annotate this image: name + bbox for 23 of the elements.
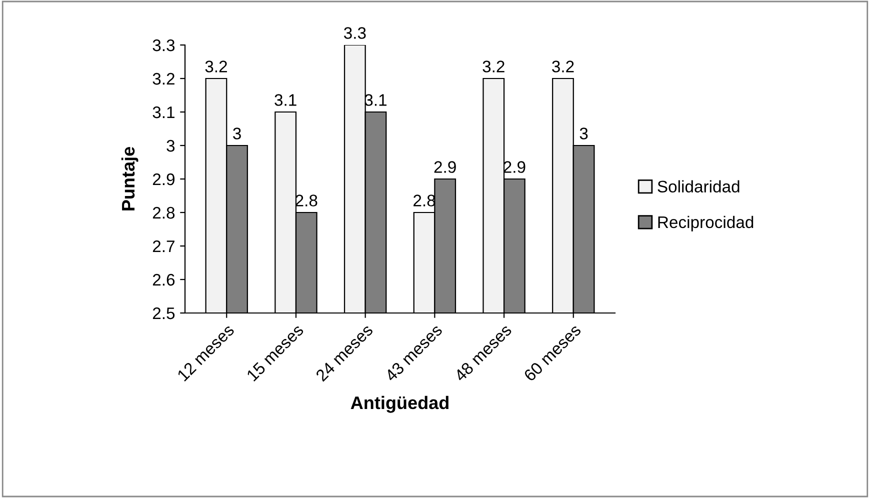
y-axis-title: Puntaje [121, 147, 138, 210]
data-label: 3.2 [205, 60, 227, 72]
data-label: 3.1 [274, 94, 296, 106]
legend-label: Reciprocidad [658, 216, 754, 232]
data-label: 3.3 [344, 27, 366, 39]
y-tick-label: 3.1 [152, 106, 174, 118]
data-label: 2.8 [296, 194, 318, 206]
data-label: 3 [580, 128, 588, 140]
data-label: 2.9 [434, 161, 456, 173]
y-tick-label: 3.3 [152, 39, 175, 52]
y-tick-label: 2.6 [152, 274, 175, 286]
y-tick-label: 2.8 [152, 206, 175, 219]
y-tick-label: 3 [166, 140, 175, 152]
data-label: 2.9 [504, 161, 526, 173]
y-tick-label: 2.9 [152, 173, 174, 186]
y-tick-label: 2.7 [152, 240, 174, 252]
x-axis-title: Antigüedad [350, 396, 448, 413]
data-label: 3.2 [552, 60, 574, 72]
y-tick-label: 2.5 [152, 307, 175, 320]
data-label: 3.2 [482, 60, 504, 72]
data-label: 3 [233, 128, 241, 140]
y-tick-label: 3.2 [152, 72, 174, 85]
legend-label: Solidaridad [658, 180, 740, 193]
